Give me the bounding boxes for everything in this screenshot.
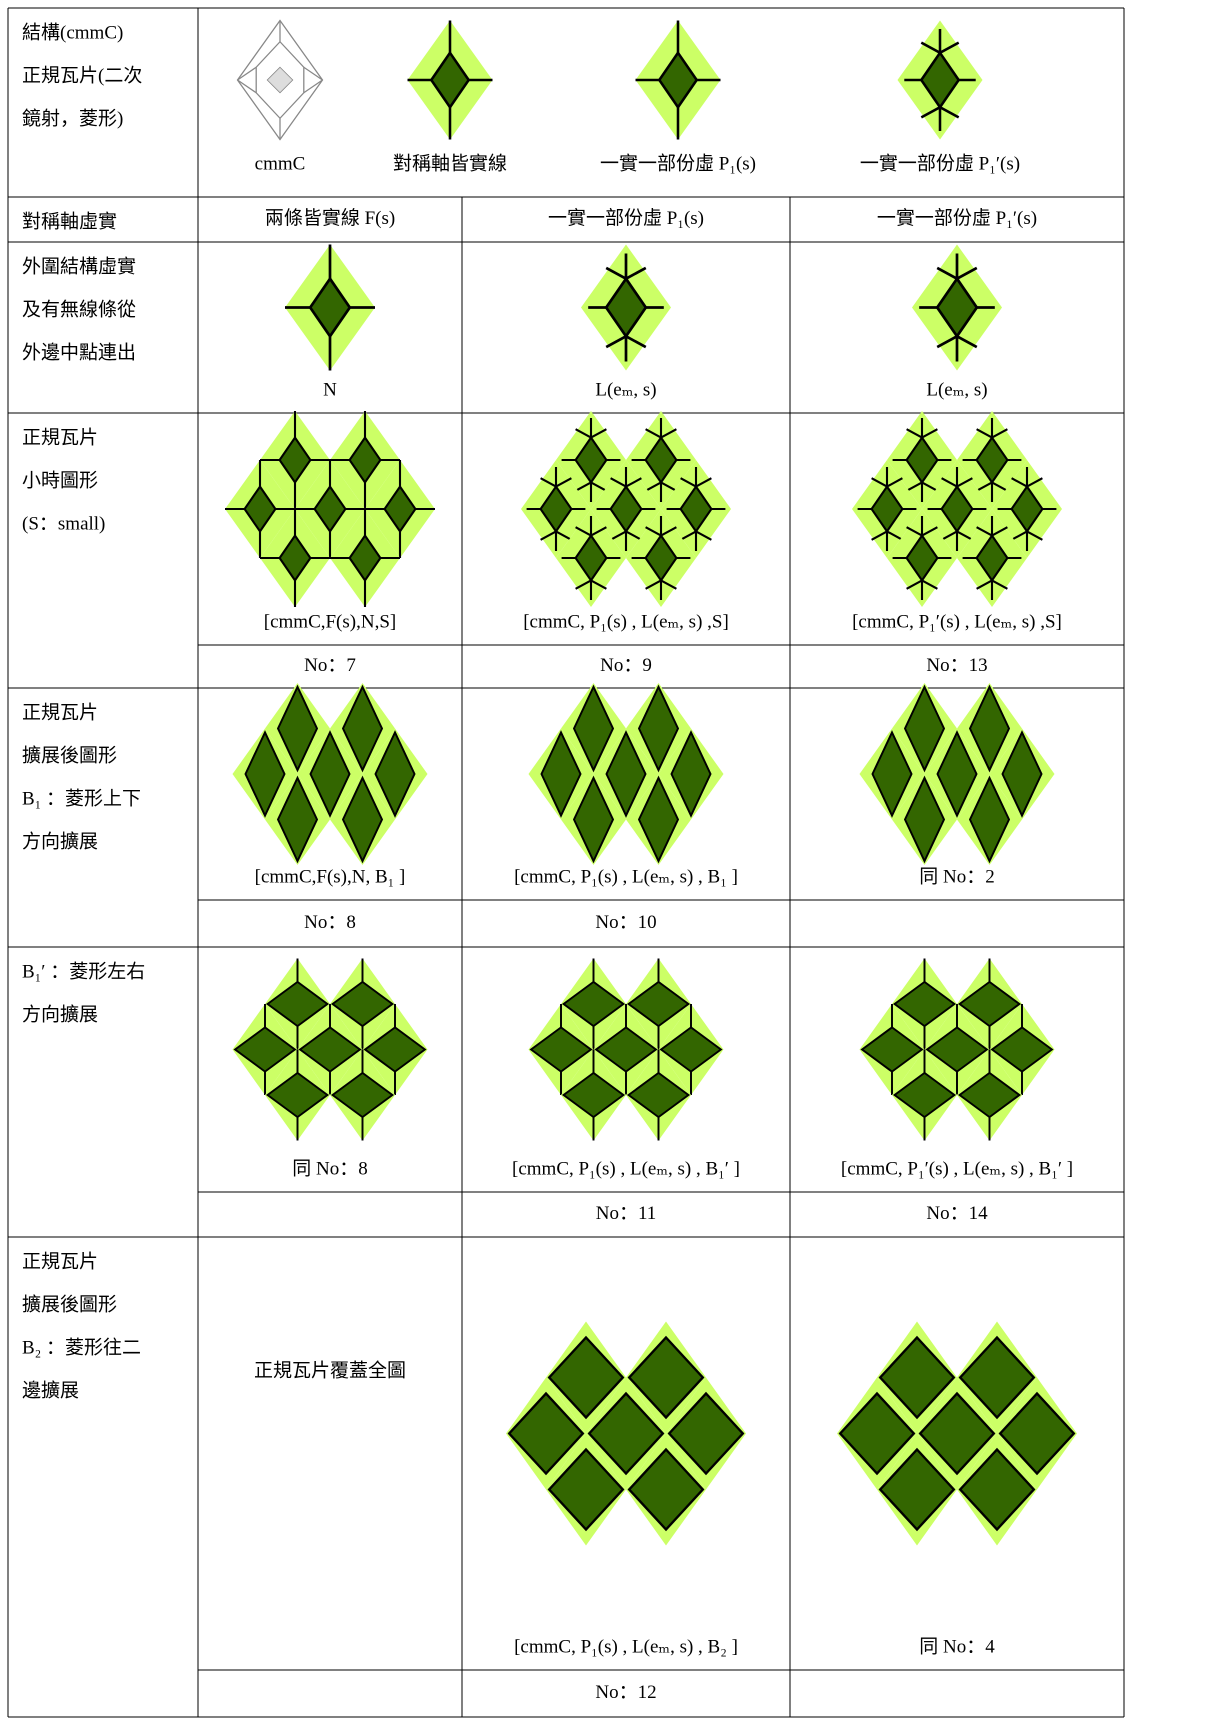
row-label: (S：small) [22,513,105,534]
tiling-figure [519,409,733,609]
row-label: 鏡射，菱形) [22,107,123,129]
pattern-number: No：7 [304,655,356,676]
pattern-number: No：13 [926,655,987,676]
row-label: 方向擴展 [22,830,98,852]
figure-caption: 一實一部份虛 P₁(s) [600,152,756,174]
tiling-figure [231,957,429,1142]
figure-caption: 同 No：8 [292,1158,367,1179]
figure-caption: [cmmC, P₁′(s) , L(eₘ, s) ,S] [852,611,1062,632]
figure-caption: [cmmC, P₁(s) , L(eₘ, s) , B₂ ] [514,1636,738,1657]
figure-caption: [cmmC,F(s),N, B₁ ] [255,866,406,887]
figure-caption: L(eₘ, s) [926,379,987,400]
column-header: 一實一部份虛 P₁(s) [548,207,704,229]
figure-caption: N [323,379,337,400]
row-label: 擴展後圖形 [22,744,117,766]
row-label: 外邊中點連出 [22,341,136,363]
pattern-number: No：14 [926,1203,988,1224]
tiling-figure [231,682,429,866]
tiling-figure [223,409,437,609]
figure-caption: [cmmC, P₁(s) , L(eₘ, s) , B₁′ ] [512,1158,740,1179]
tiling-figure [850,409,1064,609]
row-label: 外圍結構虛實 [22,255,136,277]
tiling-figure [858,957,1056,1142]
row-label: 對稱軸虛實 [22,210,117,232]
tile-figure [283,243,377,372]
row-label: B₂ ：菱形往二 [22,1336,141,1358]
row-label: 方向擴展 [22,1003,98,1025]
pattern-number: No：12 [595,1682,656,1703]
row-label: 邊擴展 [22,1379,79,1401]
figure-caption: 同 No：2 [919,866,994,887]
tiling-figure [527,957,725,1142]
pattern-number: No：11 [596,1203,657,1224]
tile-figure [579,243,673,372]
tile-figure [634,19,722,141]
tiling-figure [858,682,1056,866]
tiling-figure [835,1320,1079,1547]
pattern-number: No：8 [304,912,356,933]
row-label: 正規瓦片 [22,426,98,448]
figure-caption: [cmmC, P₁(s) , L(eₘ, s) , B₁ ] [514,866,738,887]
tiling-figure [504,1320,748,1547]
figure-caption: [cmmC, P₁′(s) , L(eₘ, s) , B₁′ ] [841,1158,1073,1179]
figure-caption: 同 No：4 [919,1636,995,1657]
tile-figure [910,243,1004,372]
figure-caption: 一實一部份虛 P₁′(s) [860,152,1020,174]
row-label: 正規瓦片 [22,1250,98,1272]
figure-caption: 對稱軸皆實線 [393,152,507,174]
row-label: 正規瓦片(二次 [22,64,142,86]
figure-caption: cmmC [255,153,306,174]
column-header: 一實一部份虛 P₁′(s) [877,207,1037,229]
figure-caption: [cmmC, P₁(s) , L(eₘ, s) ,S] [523,611,729,632]
figure-caption: [cmmC,F(s),N,S] [264,611,396,632]
column-header: 兩條皆實線 F(s) [265,207,395,229]
row-label: B₁ ：菱形上下 [22,787,141,809]
pattern-number: No：10 [595,912,656,933]
row-label: 及有無線條從 [22,298,136,320]
row-label: 結構(cmmC) [22,21,123,43]
cell-note: 正規瓦片覆蓋全圖 [254,1359,406,1381]
tile-figure [236,19,324,141]
row-label: 擴展後圖形 [22,1293,117,1315]
tile-figure [896,19,984,141]
row-label: 小時圖形 [22,469,98,491]
tiling-figure [527,682,725,866]
tile-figure [406,19,494,141]
pattern-number: No：9 [600,655,652,676]
row-label: B₁′ ：菱形左右 [22,960,145,982]
figure-caption: L(eₘ, s) [595,379,656,400]
row-label: 正規瓦片 [22,701,98,723]
